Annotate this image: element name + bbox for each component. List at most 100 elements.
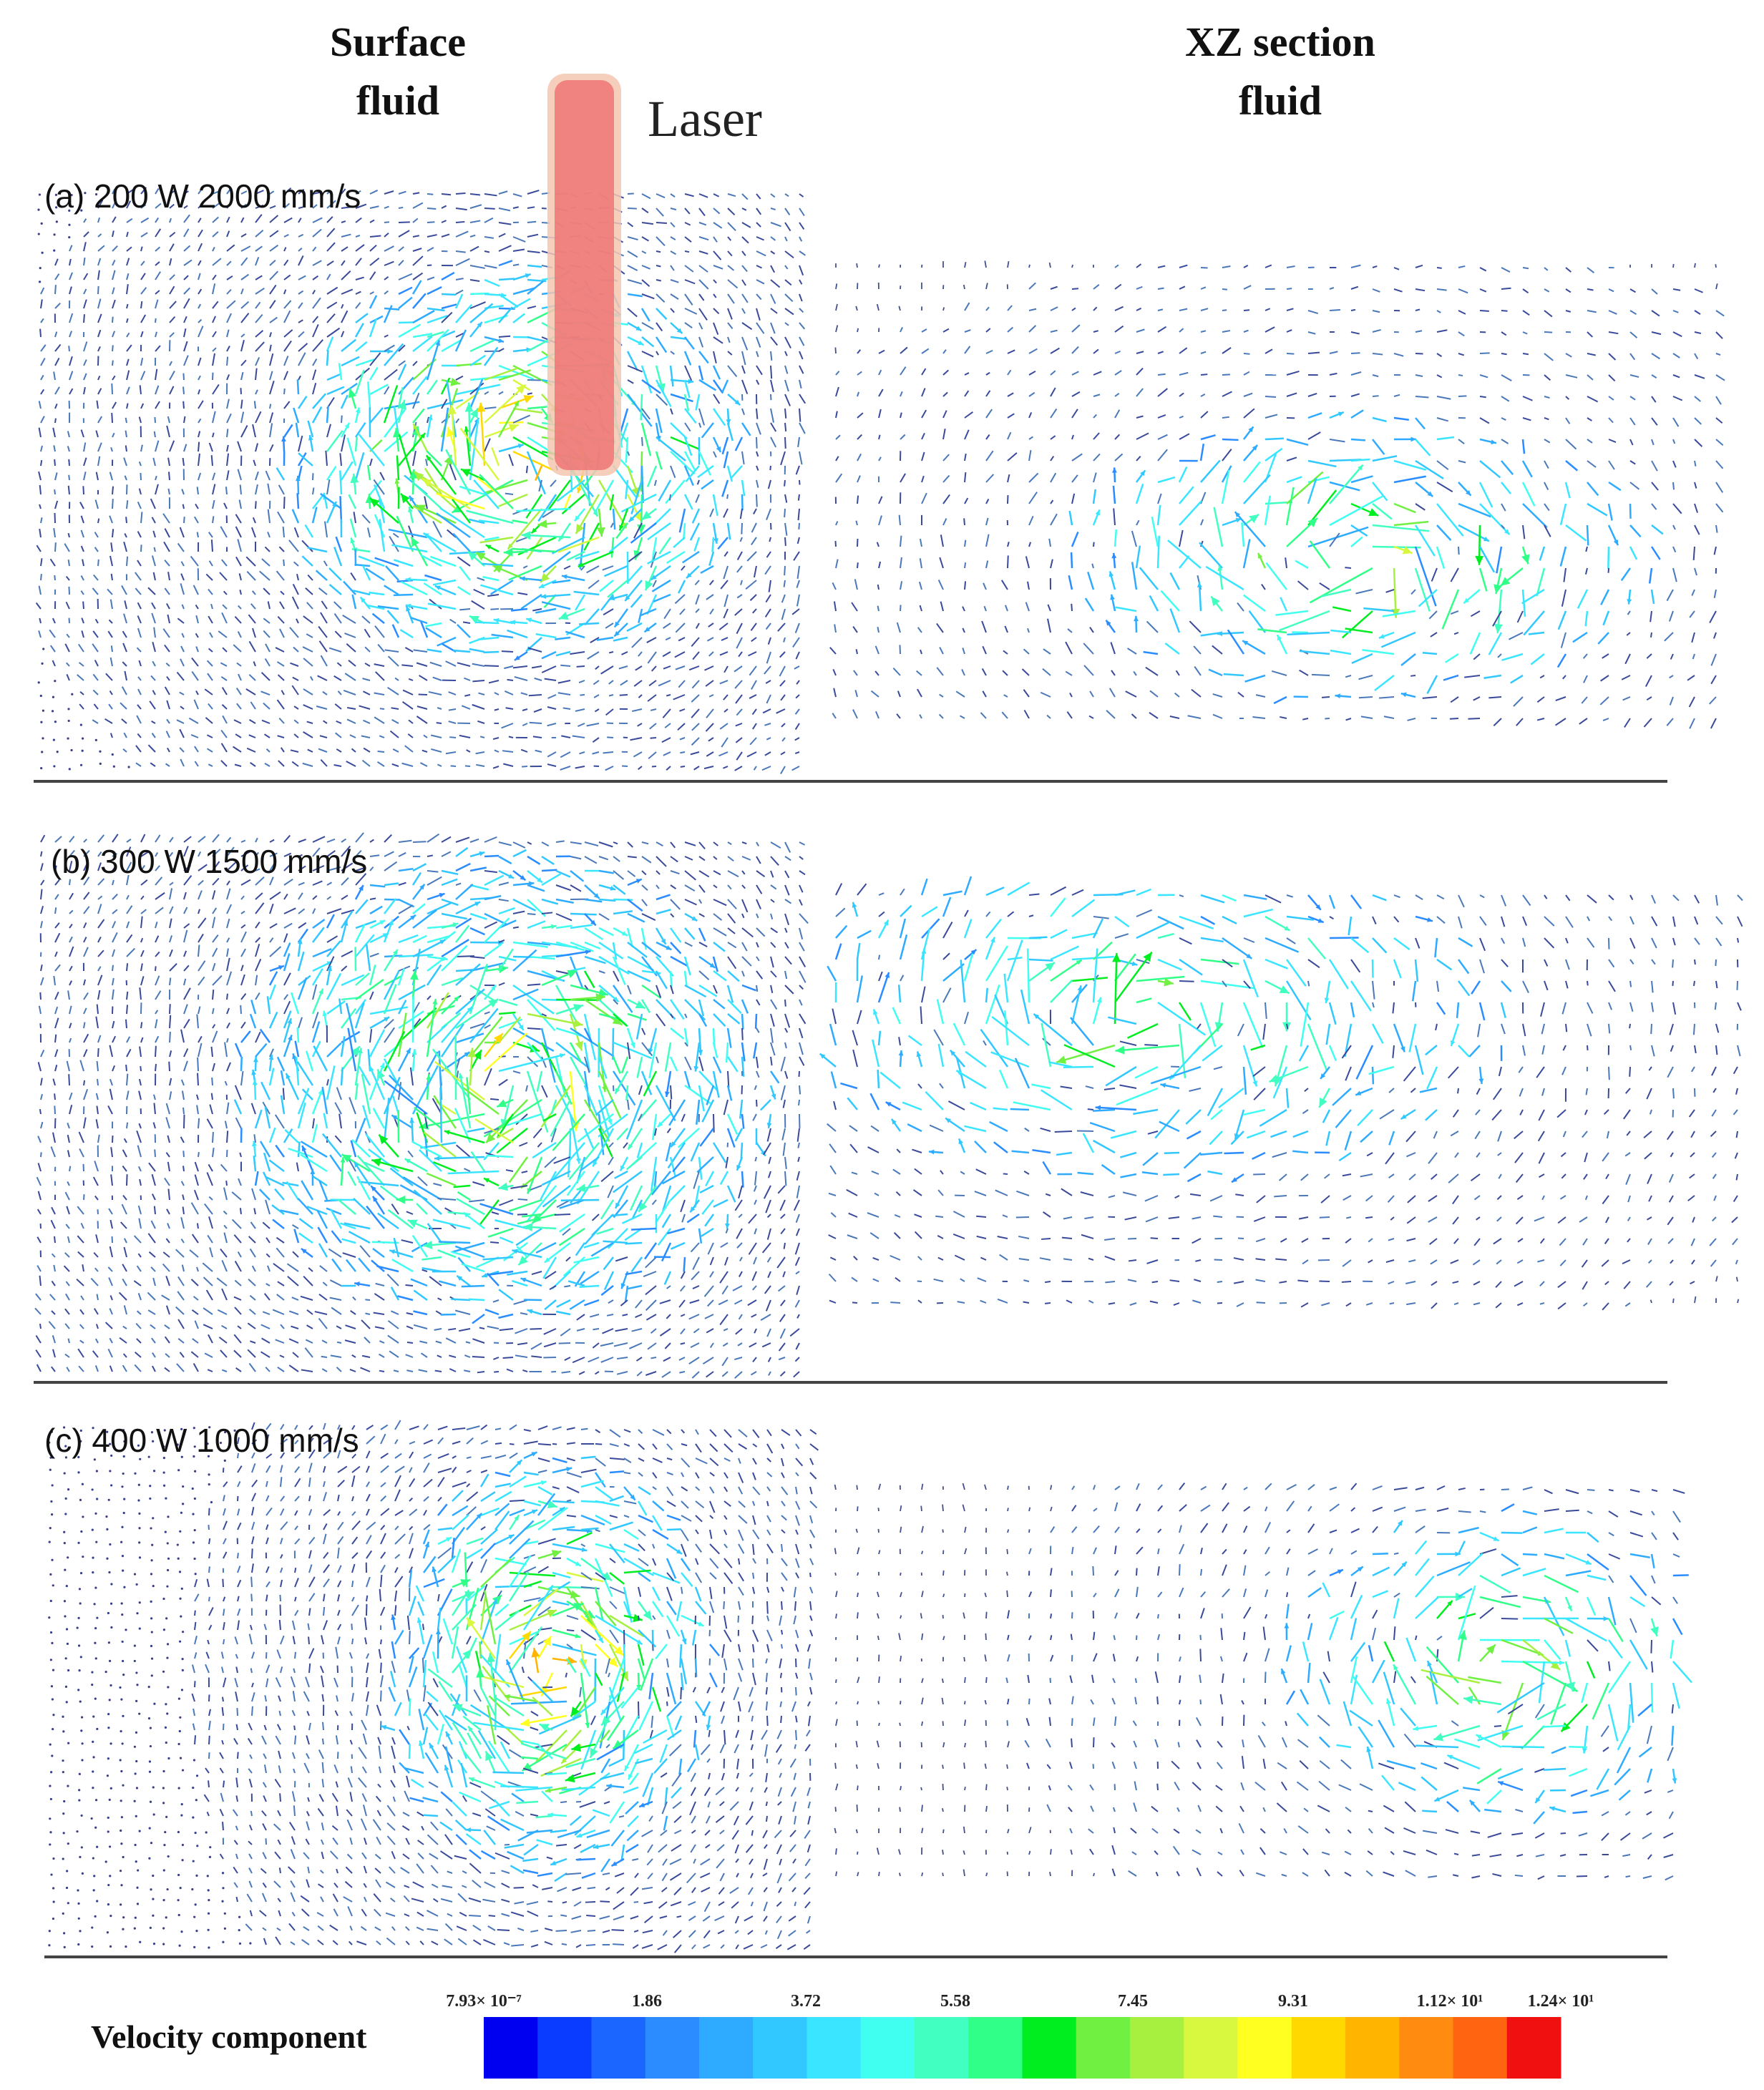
- velocity-vector: [1479, 267, 1487, 272]
- velocity-vector: [857, 434, 862, 440]
- velocity-vector: [137, 501, 142, 509]
- velocity-vector: [1350, 475, 1373, 484]
- velocity-vector: [1237, 691, 1244, 698]
- velocity-vector: [326, 200, 336, 209]
- velocity-vector: [741, 1013, 744, 1030]
- velocity-vector: [1028, 348, 1038, 354]
- velocity-vector: [770, 841, 781, 849]
- vector-head: [348, 388, 357, 399]
- vector-dot: [38, 193, 42, 196]
- velocity-vector: [498, 907, 515, 915]
- velocity-vector: [900, 391, 903, 397]
- velocity-vector: [359, 1181, 399, 1187]
- velocity-vector: [469, 1199, 485, 1203]
- velocity-vector: [727, 336, 731, 343]
- velocity-vector: [667, 1185, 686, 1204]
- velocity-vector: [134, 572, 142, 581]
- vector-dot: [81, 749, 84, 752]
- velocity-vector: [223, 1232, 228, 1244]
- velocity-vector: [799, 913, 809, 924]
- vector-dot: [52, 695, 55, 698]
- velocity-vector: [756, 308, 761, 321]
- velocity-vector: [665, 479, 686, 504]
- velocity-vector: [488, 680, 500, 684]
- velocity-vector: [783, 580, 786, 587]
- velocity-vector: [651, 1113, 658, 1141]
- velocity-vector: [1710, 653, 1717, 666]
- velocity-vector: [1200, 373, 1208, 376]
- velocity-vector: [83, 1117, 87, 1129]
- vector-dot: [42, 709, 44, 712]
- vector-head: [578, 562, 584, 567]
- velocity-vector: [661, 1170, 686, 1185]
- velocity-vector: [1050, 472, 1057, 483]
- velocity-vector: [364, 1161, 385, 1173]
- velocity-vector: [1602, 610, 1610, 626]
- velocity-vector: [1561, 589, 1566, 607]
- velocity-vector: [326, 336, 334, 352]
- velocity-vector: [614, 1170, 628, 1179]
- velocity-vector: [575, 1242, 586, 1256]
- velocity-vector: [398, 260, 404, 266]
- vector-head: [251, 1069, 256, 1075]
- velocity-vector: [407, 1150, 414, 1158]
- velocity-vector: [1415, 396, 1429, 399]
- velocity-vector: [627, 265, 638, 271]
- vector-head: [526, 617, 532, 622]
- velocity-vector: [598, 898, 616, 902]
- velocity-vector: [514, 675, 528, 681]
- velocity-vector: [1587, 374, 1594, 381]
- velocity-vector: [451, 498, 471, 524]
- velocity-vector: [412, 192, 420, 195]
- velocity-vector: [78, 662, 84, 667]
- velocity-vector: [1382, 610, 1416, 617]
- velocity-vector: [183, 1048, 189, 1058]
- vector-head: [1627, 599, 1632, 605]
- vector-dot: [54, 193, 58, 196]
- velocity-vector: [683, 436, 693, 456]
- velocity-vector: [631, 637, 643, 648]
- velocity-vector: [1264, 264, 1272, 268]
- velocity-vector: [612, 1056, 621, 1074]
- velocity-vector: [417, 1176, 428, 1186]
- velocity-vector: [140, 949, 145, 957]
- velocity-vector: [1007, 305, 1013, 311]
- velocity-vector: [555, 1070, 572, 1105]
- velocity-vector: [180, 1079, 185, 1086]
- velocity-vector: [452, 532, 471, 552]
- velocity-vector: [472, 680, 485, 683]
- velocity-vector: [1620, 567, 1632, 582]
- velocity-vector: [1521, 460, 1533, 478]
- velocity-vector: [1666, 718, 1674, 726]
- velocity-vector: [169, 1078, 172, 1086]
- velocity-vector: [398, 882, 406, 886]
- velocity-vector: [1479, 374, 1488, 379]
- velocity-vector: [670, 265, 675, 271]
- velocity-vector: [1093, 394, 1101, 397]
- velocity-vector: [1522, 310, 1530, 316]
- velocity-vector: [110, 446, 113, 452]
- velocity-vector: [484, 665, 500, 667]
- velocity-vector: [298, 865, 306, 871]
- velocity-vector: [1341, 610, 1373, 639]
- velocity-vector: [698, 984, 718, 997]
- velocity-vector: [323, 720, 328, 724]
- velocity-vector: [104, 718, 113, 724]
- velocity-vector: [341, 246, 349, 252]
- velocity-vector: [212, 316, 217, 323]
- velocity-vector: [498, 190, 508, 195]
- velocity-vector: [35, 602, 42, 610]
- velocity-vector: [1629, 353, 1636, 361]
- velocity-vector: [83, 849, 90, 857]
- velocity-vector: [683, 1027, 688, 1046]
- velocity-vector: [770, 870, 774, 878]
- velocity-vector: [306, 602, 313, 610]
- vector-head: [521, 531, 531, 540]
- velocity-vector: [741, 451, 745, 465]
- velocity-vector: [112, 909, 118, 914]
- velocity-vector: [751, 522, 757, 533]
- velocity-vector: [412, 272, 424, 280]
- velocity-vector: [441, 939, 469, 958]
- velocity-vector: [1330, 629, 1352, 634]
- vector-head: [517, 444, 524, 449]
